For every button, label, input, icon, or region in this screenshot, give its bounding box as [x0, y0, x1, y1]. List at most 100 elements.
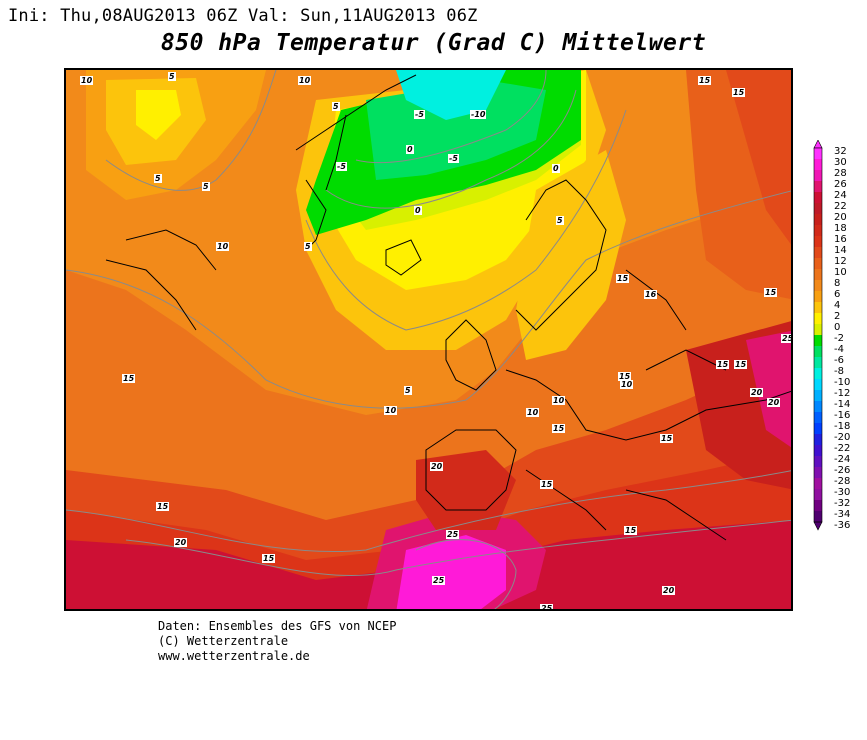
legend-tick-label: 26	[834, 179, 847, 190]
contour-label: 0	[406, 145, 414, 154]
legend-swatch	[814, 313, 822, 324]
legend-swatch	[814, 291, 822, 302]
legend-swatch	[814, 192, 822, 203]
contour-label: -10	[470, 110, 487, 119]
legend-tick-label: 14	[834, 245, 847, 256]
contour-label: 15	[716, 360, 730, 369]
contour-label: -5	[414, 110, 425, 119]
legend-tick-label: 12	[834, 256, 847, 267]
contour-label: 5	[332, 102, 340, 111]
isotherm-10	[66, 190, 791, 409]
footer-data-source: Daten: Ensembles des GFS von NCEP	[158, 619, 397, 633]
legend-swatch	[814, 269, 822, 280]
legend-tick-label: -26	[834, 465, 851, 476]
legend-tick-label: 0	[834, 322, 841, 333]
legend-swatch	[814, 390, 822, 401]
canada-coast	[105, 229, 217, 331]
contour-label: 20	[750, 388, 764, 397]
contour-label: 10	[552, 396, 566, 405]
contour-label: 5	[168, 72, 176, 81]
legend-tick-label: 22	[834, 201, 847, 212]
field-2-west	[136, 90, 181, 140]
legend-tick-label: -30	[834, 487, 851, 498]
field-minus10	[396, 70, 506, 120]
scandinavia-coast	[515, 179, 607, 331]
legend-tick-label: -14	[834, 399, 851, 410]
legend-swatch	[814, 236, 822, 247]
legend-tick-label: -32	[834, 498, 851, 509]
legend-swatch	[814, 280, 822, 291]
contour-label: 10	[80, 76, 94, 85]
contour-label: 15	[660, 434, 674, 443]
contour-label: 25	[540, 604, 554, 611]
field-minus6	[366, 80, 546, 180]
field-28	[396, 535, 506, 609]
contour-label: 25	[432, 576, 446, 585]
contour-label: 15	[616, 274, 630, 283]
legend-tick-label: -18	[834, 421, 851, 432]
legend-swatch	[814, 181, 822, 192]
temperature-map: 10 5 10 -10 15 15 5 -5 0 -5 5 -5 0 5 0 10 5 5 15 16 15 15 15 15…	[64, 68, 793, 611]
contour-label: 25	[446, 530, 460, 539]
legend-colorbar	[813, 140, 823, 531]
legend-tick-label: -12	[834, 388, 851, 399]
footer-copyright: (C) Wetterzentrale	[158, 634, 289, 648]
contour-label: 15	[122, 374, 136, 383]
legend-swatch	[814, 434, 822, 445]
iberia-coast	[425, 429, 517, 511]
contour-label: 25	[781, 334, 793, 343]
legend-swatch	[814, 214, 822, 225]
legend-tick-label: -4	[834, 344, 844, 355]
legend-swatch	[814, 357, 822, 368]
legend-swatch	[814, 456, 822, 467]
legend-tick-label: -2	[834, 333, 844, 344]
isotherm-minus5	[355, 70, 547, 164]
legend-swatch	[814, 203, 822, 214]
legend-swatch	[814, 423, 822, 434]
contour-label: 15	[540, 480, 554, 489]
legend-tick-label: 10	[834, 267, 847, 278]
legend-swatch	[814, 379, 822, 390]
contour-label: 15	[732, 88, 746, 97]
contour-label: 20	[430, 462, 444, 471]
legend-tick-label: -36	[834, 520, 851, 531]
legend-swatch	[814, 258, 822, 269]
legend-swatch	[814, 500, 822, 511]
legend-tick-label: 28	[834, 168, 847, 179]
contour-label: 5	[404, 386, 412, 395]
isotherm-5-west	[105, 70, 277, 191]
contour-label: 16	[644, 290, 658, 299]
legend-tick-label: -8	[834, 366, 844, 377]
legend-swatch	[814, 467, 822, 478]
legend-tick-label: -24	[834, 454, 851, 465]
legend-swatch	[814, 478, 822, 489]
contour-label: 15	[618, 372, 632, 381]
legend-tick-label: 30	[834, 157, 847, 168]
color-legend: 32 30 28 26 24 22 20 18 16 14 12 10 8 6 4 2 0 -2 -4 -6 -8 -10…	[812, 140, 862, 740]
contour-label: 15	[624, 526, 638, 535]
iceland-coast	[385, 239, 422, 276]
contour-label: 10	[298, 76, 312, 85]
field-16-ne	[726, 70, 791, 245]
legend-swatch	[814, 247, 822, 258]
contour-label: 10	[526, 408, 540, 417]
legend-tick-label: 8	[834, 278, 841, 289]
field-4-scandinavia	[516, 150, 626, 360]
legend-tick-label: 18	[834, 223, 847, 234]
contour-label: 15	[698, 76, 712, 85]
contour-label: -5	[448, 154, 459, 163]
legend-tick-label: -16	[834, 410, 851, 421]
legend-tick-label: -6	[834, 355, 844, 366]
contour-label: 20	[767, 398, 781, 407]
inland-borders	[625, 269, 727, 371]
run-info: Ini: Thu,08AUG2013 06Z Val: Sun,11AUG201…	[8, 6, 478, 26]
legend-tick-label: -22	[834, 443, 851, 454]
legend-arrow-top	[813, 140, 823, 149]
legend-tick-label: -10	[834, 377, 851, 388]
legend-swatch	[814, 445, 822, 456]
legend-swatch	[814, 148, 822, 159]
legend-tick-label: 16	[834, 234, 847, 245]
contour-label: 5	[154, 174, 162, 183]
footer: Daten: Ensembles des GFS von NCEP (C) We…	[158, 619, 396, 664]
legend-tick-label: 20	[834, 212, 847, 223]
